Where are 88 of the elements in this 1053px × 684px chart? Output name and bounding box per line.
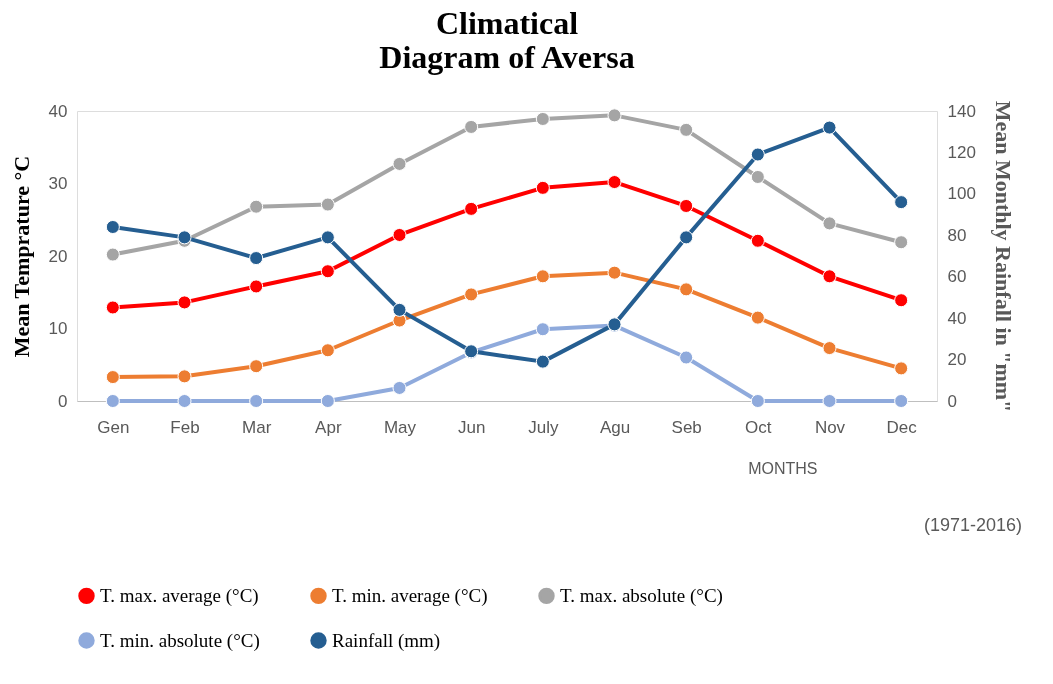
point <box>750 147 765 162</box>
point <box>249 279 264 294</box>
y2-tick-label: 0 <box>947 391 957 411</box>
point <box>105 219 120 235</box>
x-tick-label: Agu <box>599 417 631 437</box>
point <box>822 120 837 135</box>
point <box>822 269 837 284</box>
point <box>392 156 407 171</box>
legend-label: T. min. average (°C) <box>332 584 488 607</box>
y2-tick-label: 20 <box>947 350 967 370</box>
x-tick-label: May <box>383 417 417 437</box>
x-tick-label: Apr <box>315 417 342 437</box>
point <box>750 310 765 325</box>
point <box>249 251 264 266</box>
chart-title: Climatical Diagram of Aversa <box>379 5 635 76</box>
legend-label: T. max. absolute (°C) <box>560 584 723 607</box>
point <box>679 198 694 213</box>
point <box>750 233 765 248</box>
point <box>750 169 765 184</box>
legend-label: Rainfall (mm) <box>332 629 441 652</box>
point <box>464 201 479 216</box>
x-tick-label: Jun <box>457 417 486 437</box>
x-tick-label: Nov <box>814 417 846 437</box>
point <box>535 322 550 337</box>
y-tick-label: 20 <box>48 246 68 266</box>
y2-tick-label: 140 <box>947 101 976 121</box>
y-tick-label: 30 <box>48 174 68 193</box>
point <box>679 350 694 365</box>
point <box>535 180 550 195</box>
point <box>392 302 407 317</box>
x-tick-label: July <box>528 417 559 437</box>
point <box>177 393 192 409</box>
point <box>177 295 192 310</box>
point <box>750 393 765 409</box>
y2-tick-label: 60 <box>947 267 967 287</box>
y2-tick-label: 40 <box>947 308 967 328</box>
y2-tick-label: 100 <box>947 184 976 204</box>
point <box>822 393 837 409</box>
point <box>822 216 837 231</box>
x-tick-label: Oct <box>745 417 772 437</box>
point <box>535 111 550 126</box>
point <box>607 265 622 280</box>
point <box>679 282 694 297</box>
point <box>320 264 335 279</box>
point <box>535 269 550 284</box>
point <box>894 361 909 376</box>
point <box>822 341 837 356</box>
y-tick-label: 10 <box>48 319 68 338</box>
y2-axis-title: Mean Monthly Rainfall in "mm" <box>990 100 1016 413</box>
x-tick-label: Dec <box>886 417 918 437</box>
point <box>894 195 909 210</box>
point <box>607 175 622 190</box>
point <box>320 393 335 409</box>
point <box>105 370 120 385</box>
y-tick-label: 0 <box>58 391 68 411</box>
point <box>249 393 264 409</box>
point <box>105 393 120 409</box>
x-tick-label: Gen <box>97 417 130 437</box>
x-axis-title: MONTHS <box>748 459 818 477</box>
y2-tick-label: 120 <box>947 142 976 162</box>
point <box>464 287 479 302</box>
point <box>320 343 335 358</box>
point <box>894 293 909 308</box>
y-tick-label: 40 <box>48 101 68 121</box>
point <box>105 247 120 262</box>
point <box>392 227 407 242</box>
x-tick-label: Mar <box>242 417 272 437</box>
point <box>320 197 335 212</box>
point <box>679 122 694 137</box>
legend-label: T. max. average (°C) <box>100 584 259 607</box>
point <box>894 235 909 250</box>
y-axis-title: Mean Temprature °C <box>8 155 34 358</box>
point <box>320 230 335 245</box>
point <box>249 359 264 374</box>
text: (1971-2016) <box>923 515 1022 535</box>
x-tick-label: Seb <box>671 417 702 437</box>
point <box>392 380 407 395</box>
point <box>679 230 694 245</box>
point <box>894 393 909 409</box>
y2-tick-label: 80 <box>947 225 967 245</box>
point <box>464 119 479 134</box>
point <box>177 369 192 384</box>
x-tick-label: Feb <box>170 417 200 437</box>
point <box>105 300 120 315</box>
legend-label: T. min. absolute (°C) <box>100 629 260 652</box>
point <box>249 199 264 214</box>
point <box>607 108 622 123</box>
point <box>535 354 550 369</box>
